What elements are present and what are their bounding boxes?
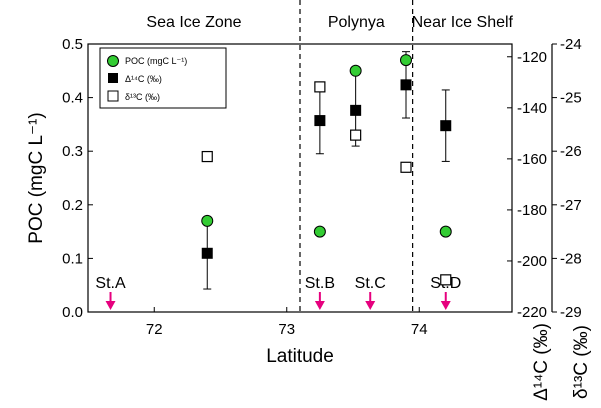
left-y-axis-title: POC (mgC L⁻¹) (26, 112, 47, 243)
left-tick-label-2: 0.2 (62, 197, 83, 214)
d14c-tick-label-4: -140 (517, 100, 547, 117)
station-label-sta: St.A (95, 275, 126, 292)
d13c-point-5 (440, 274, 452, 286)
left-y-axis: 0.0 0.1 0.2 0.3 0.4 0.5 (62, 36, 93, 321)
d13c-tick-label-5: -24 (560, 36, 582, 53)
station-arrow-head-1 (105, 301, 116, 310)
legend-box (99, 47, 227, 109)
x-axis: 72 73 74 (146, 307, 428, 338)
d14c-tick-label-5: -120 (517, 49, 547, 66)
x-tick-label-0: 72 (146, 321, 163, 338)
legend-poc-label: POC (mgC L⁻¹) (125, 56, 187, 66)
d13c-tick-label-2: -27 (560, 197, 582, 214)
right-axis-d13c: -29 -28 -27 -26 -25 -24 (551, 36, 582, 321)
legend-d13c-label: δ¹³C (‰) (125, 92, 160, 102)
d14c-point-5 (440, 120, 452, 132)
zone-label-2: Polynya (328, 14, 385, 31)
d13c-point-1 (201, 150, 213, 163)
poc-point-4 (400, 54, 412, 67)
data-series (201, 51, 452, 290)
x-tick-label-2: 74 (411, 321, 428, 338)
left-tick-label-1: 0.1 (62, 250, 83, 267)
poc-point-2 (313, 225, 326, 238)
d14c-tick-label-2: -180 (517, 202, 547, 219)
left-tick-label-3: 0.3 (62, 143, 83, 160)
station-arrow-head-2 (314, 301, 325, 310)
d14c-point-3 (350, 104, 362, 116)
right-axis-d14c-title: Δ¹⁴C (‰) (531, 323, 552, 401)
station-label-stb: St.B (305, 275, 335, 292)
legend-d14c-label: Δ¹⁴C (‰) (125, 74, 162, 84)
poc-point-3 (349, 64, 362, 77)
legend: POC (mgC L⁻¹) Δ¹⁴C (‰) δ¹³C (‰) (99, 47, 227, 109)
d14c-point-2 (314, 115, 326, 127)
d14c-point-4 (400, 79, 412, 91)
d14c-tick-label-3: -160 (517, 151, 547, 168)
left-tick-label-4: 0.4 (62, 90, 83, 107)
station-arrow-head-4 (440, 301, 451, 310)
legend-poc-marker (107, 55, 119, 67)
d14c-tick-label-0: -220 (517, 304, 547, 321)
legend-d14c-marker (108, 73, 118, 83)
d13c-tick-label-4: -25 (560, 90, 582, 107)
zone-labels: Sea Ice Zone Polynya Near Ice Shelf (146, 14, 513, 31)
d13c-point-2 (314, 81, 326, 93)
d13c-tick-label-1: -28 (560, 250, 582, 267)
d13c-tick-label-0: -29 (560, 304, 582, 321)
d14c-point-1 (201, 247, 213, 259)
station-label-stc: St.C (355, 275, 386, 292)
poc-point-5 (439, 225, 452, 238)
station-markers: St.ASt.BSt.CSt.D (95, 275, 461, 310)
legend-d13c-marker (107, 90, 119, 102)
station-arrow-head-3 (365, 301, 376, 310)
plot-frame (87, 43, 513, 313)
x-tick-label-1: 73 (278, 321, 295, 338)
left-tick-label-0: 0.0 (62, 304, 83, 321)
zone-boundaries (299, 0, 414, 312)
zone-label-3: Near Ice Shelf (412, 14, 514, 31)
zone-label-1: Sea Ice Zone (146, 14, 241, 31)
d14c-tick-label-1: -200 (517, 253, 547, 270)
d13c-tick-label-3: -26 (560, 143, 582, 160)
x-axis-title: Latitude (266, 346, 334, 367)
left-tick-label-5: 0.5 (62, 36, 83, 53)
d13c-point-3 (350, 129, 362, 141)
right-axis-d13c-title: δ¹³C (‰) (571, 325, 592, 399)
poc-point-1 (201, 214, 214, 227)
d13c-point-4 (400, 161, 412, 173)
right-axis-d14c: -220 -200 -180 -160 -140 -120 (507, 49, 547, 321)
